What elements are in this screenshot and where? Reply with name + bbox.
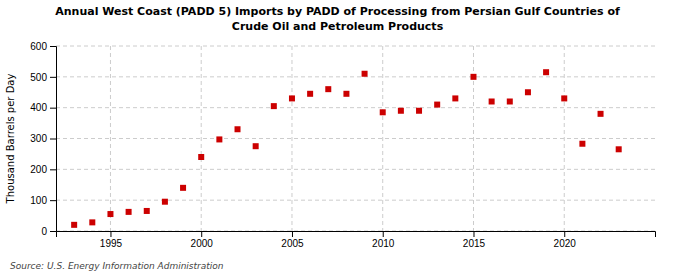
grid-line-y (56, 107, 655, 108)
point (543, 69, 549, 75)
x-tick: 2000 (191, 231, 214, 249)
x-tick: 1995 (100, 231, 123, 249)
x-tick-label: 2020 (554, 238, 577, 249)
point (579, 141, 585, 147)
grid-line-x (564, 46, 565, 231)
y-tick: 300 (30, 133, 56, 144)
x-tick-mark (110, 231, 111, 237)
title: Annual West Coast (PADD 5) Imports by PA… (55, 5, 620, 18)
annotation: Source: U.S. Energy Information Administ… (10, 261, 224, 271)
x-tick: 2020 (554, 231, 577, 249)
grid-line-x (382, 46, 383, 231)
grid-line-x (110, 46, 111, 231)
grid-line-x (201, 46, 202, 231)
grid-line-x (291, 46, 292, 231)
y-tick: 0 (41, 226, 56, 237)
y-tick: 200 (30, 164, 56, 175)
point (71, 222, 77, 228)
point (452, 95, 458, 101)
y-axis-line (50, 47, 57, 232)
point (525, 89, 531, 95)
x-tick: 2010 (372, 231, 395, 249)
point (380, 109, 386, 115)
x-axis-line (57, 232, 656, 238)
y-tick-label: 200 (30, 164, 47, 175)
y-tick-label: 400 (30, 102, 47, 113)
point (470, 74, 476, 80)
point (216, 136, 222, 142)
point (343, 91, 349, 97)
plot: 1995 2000 2005 2010 2015 2020 0 100 200 300 400 500… (30, 41, 655, 249)
subtitle: Crude Oil and Petroleum Products (232, 20, 444, 33)
point (253, 143, 259, 149)
point (307, 91, 313, 97)
x-tick: 2015 (463, 231, 486, 249)
y-tick: 600 (30, 41, 56, 52)
y-tick-label: 500 (30, 72, 47, 83)
point (198, 154, 204, 160)
y-tick-mark (50, 77, 56, 78)
x-tick-label: 2010 (372, 238, 395, 249)
y-tick-mark (50, 139, 56, 140)
point (107, 211, 113, 217)
grid-line-y (56, 138, 655, 139)
point (362, 71, 368, 77)
point (598, 111, 604, 117)
y-axis: 0 100 200 300 400 500 600 (30, 41, 56, 237)
point (144, 208, 150, 214)
y-tick-label: 300 (30, 133, 47, 144)
point (561, 95, 567, 101)
x-tick-label: 2000 (191, 238, 214, 249)
point (162, 199, 168, 205)
point (180, 185, 186, 191)
point (126, 209, 132, 215)
point (489, 99, 495, 105)
point (325, 86, 331, 92)
point (416, 108, 422, 114)
x-tick-mark (292, 231, 293, 237)
x-tick: 2005 (281, 231, 304, 249)
point (89, 219, 95, 225)
point (398, 108, 404, 114)
grid-line-y (56, 76, 655, 77)
x-tick-label: 2015 (463, 238, 486, 249)
grid-line-y (56, 46, 655, 47)
y-tick-label: 100 (30, 195, 47, 206)
point (235, 126, 241, 132)
x-tick-label: 1995 (100, 238, 123, 249)
y-tick-mark (50, 108, 56, 109)
x-tick-mark (201, 231, 202, 237)
point (616, 146, 622, 152)
points (71, 69, 622, 228)
x-tick-mark (383, 231, 384, 237)
x-tick-label: 2005 (281, 238, 304, 249)
y-tick-label: 600 (30, 41, 47, 52)
point (289, 95, 295, 101)
y-tick: 100 (30, 195, 56, 206)
y-tick-label: 0 (41, 226, 47, 237)
point (434, 102, 440, 108)
x-tick-mark (473, 231, 474, 237)
grid (56, 46, 655, 231)
chart: Annual West Coast (PADD 5) Imports by PA… (0, 0, 675, 275)
y-tick-mark (50, 200, 56, 201)
point (507, 99, 513, 105)
y-tick: 500 (30, 72, 56, 83)
y-tick-mark (50, 46, 56, 47)
y-tick-mark (50, 169, 56, 170)
grid-line-y (56, 169, 655, 170)
x-tick-mark (564, 231, 565, 237)
grid-line-y (56, 200, 655, 201)
point (271, 103, 277, 109)
y-tick-mark (50, 231, 56, 232)
y-axis-title: Thousand Barrels per Day (5, 74, 16, 205)
x-axis: 1995 2000 2005 2010 2015 2020 (57, 231, 656, 249)
y-tick: 400 (30, 102, 56, 113)
grid-line-x (473, 46, 474, 231)
